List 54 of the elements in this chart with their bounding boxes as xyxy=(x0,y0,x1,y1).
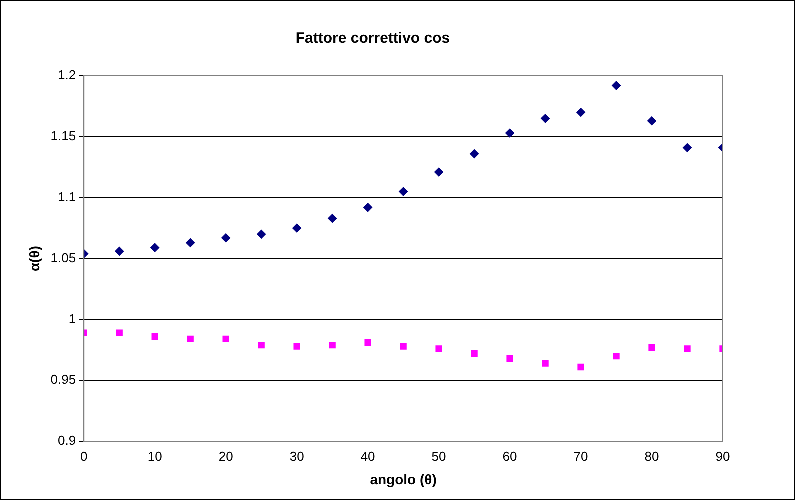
point xyxy=(471,350,478,358)
point xyxy=(648,344,656,352)
x-tick-label: 40 xyxy=(360,448,376,464)
point xyxy=(150,243,160,252)
point xyxy=(152,333,158,340)
point xyxy=(186,238,196,248)
point xyxy=(399,187,408,196)
x-tick-label: 30 xyxy=(290,448,304,464)
x-tick-label: 0 xyxy=(80,448,88,464)
point xyxy=(222,336,230,343)
y-tick-label: 1.15 xyxy=(50,128,76,144)
point xyxy=(578,364,584,371)
point xyxy=(436,346,442,352)
point xyxy=(222,234,231,243)
point xyxy=(506,128,515,138)
point xyxy=(613,352,620,360)
point xyxy=(187,336,194,343)
y-tick-label: 1.05 xyxy=(50,250,76,266)
point xyxy=(364,203,373,212)
point xyxy=(612,81,622,90)
y-tick-label: 0.95 xyxy=(50,372,76,388)
point xyxy=(364,340,372,346)
y-tick-label: 1.2 xyxy=(58,68,76,83)
point xyxy=(257,230,266,239)
point xyxy=(684,346,691,352)
x-tick-label: 20 xyxy=(218,448,234,464)
point xyxy=(683,143,692,152)
x-tick-label: 60 xyxy=(502,448,518,464)
point xyxy=(116,330,123,336)
point xyxy=(576,108,586,118)
y-tick-label: 0.9 xyxy=(58,433,76,448)
chart-title: Fattore correttivo cos xyxy=(296,30,450,48)
point xyxy=(294,343,300,350)
point xyxy=(329,342,336,349)
point xyxy=(541,114,550,124)
x-tick-label: 50 xyxy=(432,448,446,464)
x-tick-label: 10 xyxy=(148,448,162,464)
point xyxy=(434,168,444,177)
x-axis-title: angolo (θ) xyxy=(370,471,437,488)
y-tick-label: 1 xyxy=(68,311,76,326)
point xyxy=(292,224,302,233)
point xyxy=(258,342,265,349)
point xyxy=(542,360,549,367)
x-tick-label: 90 xyxy=(716,448,730,464)
point xyxy=(648,116,657,126)
x-tick-label: 80 xyxy=(644,448,660,464)
y-axis-title: α(θ) xyxy=(26,246,42,272)
y-tick-label: 1.1 xyxy=(58,189,76,204)
point xyxy=(115,246,124,256)
point xyxy=(400,343,407,350)
x-tick-label: 70 xyxy=(574,448,588,464)
point xyxy=(506,355,514,362)
point xyxy=(328,214,338,224)
point xyxy=(470,149,480,158)
